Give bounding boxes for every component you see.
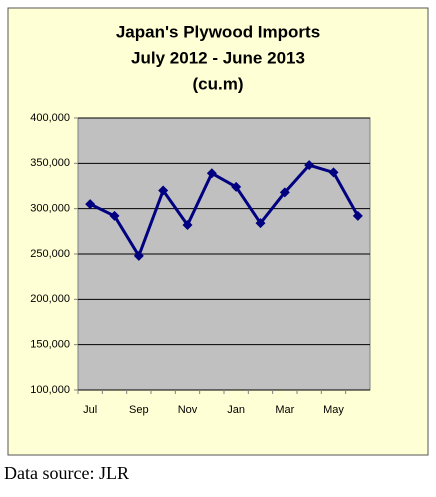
x-tick-label: May [323, 404, 344, 416]
data-point [109, 210, 120, 221]
data-point [206, 168, 217, 179]
y-tick-label: 150,000 [30, 339, 70, 351]
y-tick-label: 100,000 [30, 384, 70, 396]
x-tick-label: Sep [129, 404, 149, 416]
y-tick-label: 250,000 [30, 248, 70, 260]
data-point [352, 210, 363, 221]
data-point [231, 181, 242, 192]
y-tick-label: 300,000 [30, 203, 70, 215]
y-tick-label: 350,000 [30, 157, 70, 169]
x-tick-label: Mar [275, 404, 294, 416]
data-point [182, 219, 193, 230]
x-tick-label: Nov [178, 404, 198, 416]
data-point [279, 187, 290, 198]
chart-title: Japan's Plywood Imports [116, 22, 320, 41]
series-line [89, 163, 360, 258]
chart-subtitle: July 2012 - June 2013 [131, 48, 305, 67]
data-source: Data source: JLR [4, 463, 129, 483]
y-tick-label: 400,000 [30, 112, 70, 124]
data-point [328, 167, 339, 178]
y-tick-label: 200,000 [30, 293, 70, 305]
x-tick-label: Jan [227, 404, 245, 416]
data-point [255, 218, 266, 229]
data-point [158, 185, 169, 196]
data-point [133, 250, 144, 261]
chart-unit: (cu.m) [193, 74, 244, 93]
x-tick-label: Jul [83, 404, 97, 416]
data-point [304, 160, 315, 171]
data-point [85, 199, 96, 210]
